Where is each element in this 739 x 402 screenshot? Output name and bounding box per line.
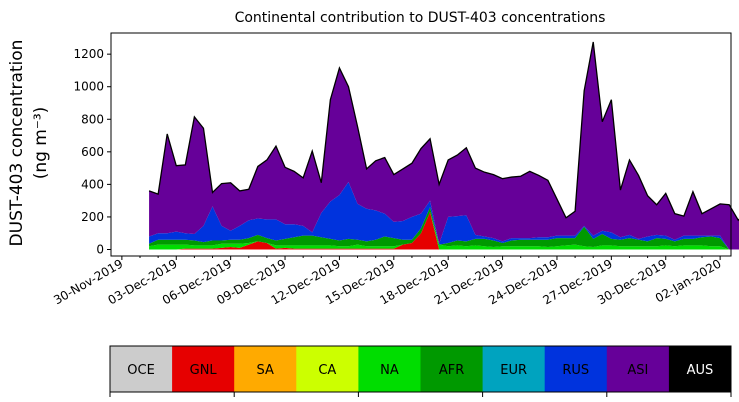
legend-frame (109, 345, 732, 393)
legend-swatch-na (358, 346, 421, 392)
y-axis-label: DUST-403 concentration (ng m⁻³) (7, 40, 51, 247)
y-axis-label-line-1: DUST-403 concentration (7, 40, 27, 247)
legend-swatch-gnl (172, 346, 235, 392)
y-tick-label: 400 (81, 177, 104, 191)
y-tick-label: 0 (96, 242, 104, 256)
legend-swatch-rus (544, 346, 608, 392)
area-afr (149, 207, 739, 250)
legend-label-eur: EUR (500, 363, 527, 378)
legend-swatch-ca (296, 346, 359, 392)
area-rus (149, 181, 739, 250)
legend-swatch-aus (668, 346, 732, 392)
legend-label-asi: ASI (627, 363, 648, 378)
legend-label-aus: AUS (687, 363, 714, 378)
legend-label-rus: RUS (562, 363, 589, 378)
legend-swatch-asi (606, 346, 670, 392)
legend-label-gnl: GNL (190, 363, 218, 378)
legend-swatch-sa (234, 346, 297, 392)
plot-frame (110, 32, 732, 257)
area-na (149, 212, 739, 250)
y-tick-label: 1200 (73, 47, 104, 61)
legend-swatch-oce (110, 346, 173, 392)
y-axis-ticks: 0 200 400 600 800 1000 1200 (73, 47, 111, 256)
stacked-areas (149, 41, 739, 250)
legend-swatch-afr (420, 346, 484, 392)
legend-label-afr: AFR (439, 363, 464, 378)
y-axis-label-line-2: (ng m⁻³) (31, 107, 51, 180)
total-outline (148, 41, 739, 222)
y-tick-label: 1000 (73, 80, 104, 94)
x-axis-ticks: 30-Nov-201903-Dec-201906-Dec-201909-Dec-… (51, 256, 724, 307)
legend-label-na: NA (380, 363, 399, 378)
legend-label-oce: OCE (127, 363, 155, 378)
legend-swatch-eur (482, 346, 546, 392)
legend-label-ca: CA (318, 363, 336, 378)
y-tick-label: 800 (81, 112, 104, 126)
y-tick-label: 600 (81, 145, 104, 159)
y-tick-label: 200 (81, 210, 104, 224)
legend-label-sa: SA (257, 363, 274, 378)
continent-legend-colorbar: OCE GNL SA CA NA AFR EUR RUS ASI AUS (109, 345, 732, 397)
chart-title: Continental contribution to DUST-403 con… (235, 10, 606, 26)
area-asi (149, 41, 739, 250)
